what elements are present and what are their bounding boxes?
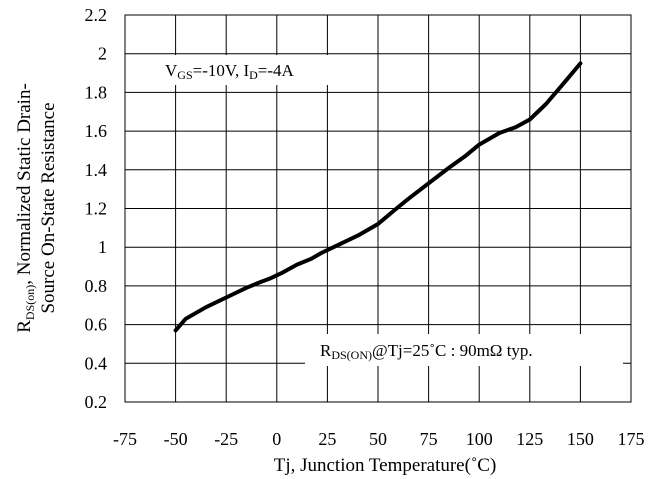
y-axis-title-rest: , Normalized Static Drain- [14, 83, 35, 285]
x-tick-label: 50 [369, 429, 387, 449]
y-tick-label: 1.2 [85, 199, 108, 219]
x-tick-label: -25 [214, 429, 238, 449]
conditions-annotation: VGS=-10V, ID=-4A [165, 61, 295, 82]
x-tick-label: 75 [420, 429, 438, 449]
y-tick-labels: 0.2 0.4 0.6 0.8 1 1.2 1.4 1.6 1.8 2 2.2 [85, 5, 108, 412]
y-tick-label: 0.4 [85, 353, 108, 373]
y-tick-label: 1.4 [85, 160, 108, 180]
y-tick-label: 2.2 [85, 5, 108, 25]
y-tick-label: 2 [98, 44, 107, 64]
y-axis-title-line1: RDS(on), Normalized Static Drain- [14, 83, 37, 333]
y-tick-label: 0.6 [85, 315, 108, 335]
y-tick-label: 0.2 [85, 392, 108, 412]
cond-v: V [165, 61, 178, 80]
x-tick-labels: -75 -50 -25 0 25 50 75 100 125 150 175 [113, 429, 645, 449]
typ-rest: @Tj=25˚C : 90mΩ typ. [372, 341, 533, 360]
cond-i-rest: =-4A [258, 61, 295, 80]
x-tick-label: 100 [466, 429, 493, 449]
typ-r: R [320, 341, 332, 360]
typical-box [305, 334, 623, 366]
conditions-box [155, 55, 335, 85]
y-tick-label: 1.8 [85, 82, 108, 102]
typical-annotation: RDS(ON)@Tj=25˚C : 90mΩ typ. [320, 341, 533, 362]
y-axis-r-subscript: DS(on) [23, 285, 37, 320]
x-tick-label: 150 [567, 429, 594, 449]
x-tick-label: 0 [272, 429, 281, 449]
x-tick-label: 25 [318, 429, 336, 449]
plot-frame [124, 14, 632, 403]
typ-r-sub: DS(ON) [331, 348, 372, 362]
x-tick-label: -50 [164, 429, 188, 449]
x-axis-title: Tj, Junction Temperature(˚C) [274, 455, 497, 476]
x-tick-label: -75 [113, 429, 137, 449]
y-tick-label: 1.6 [85, 121, 108, 141]
x-tick-label: 175 [618, 429, 645, 449]
cond-i-sub: D [249, 68, 258, 82]
cond-v-rest: =-10V, I [193, 61, 250, 80]
y-tick-label: 0.8 [85, 276, 108, 296]
y-axis-title-line2: Source On-State Resistance [38, 102, 59, 313]
y-axis-r: R [14, 320, 35, 333]
cond-v-sub: GS [177, 68, 192, 82]
y-tick-label: 1 [98, 237, 107, 257]
series-line [173, 61, 583, 333]
x-tick-label: 125 [516, 429, 543, 449]
